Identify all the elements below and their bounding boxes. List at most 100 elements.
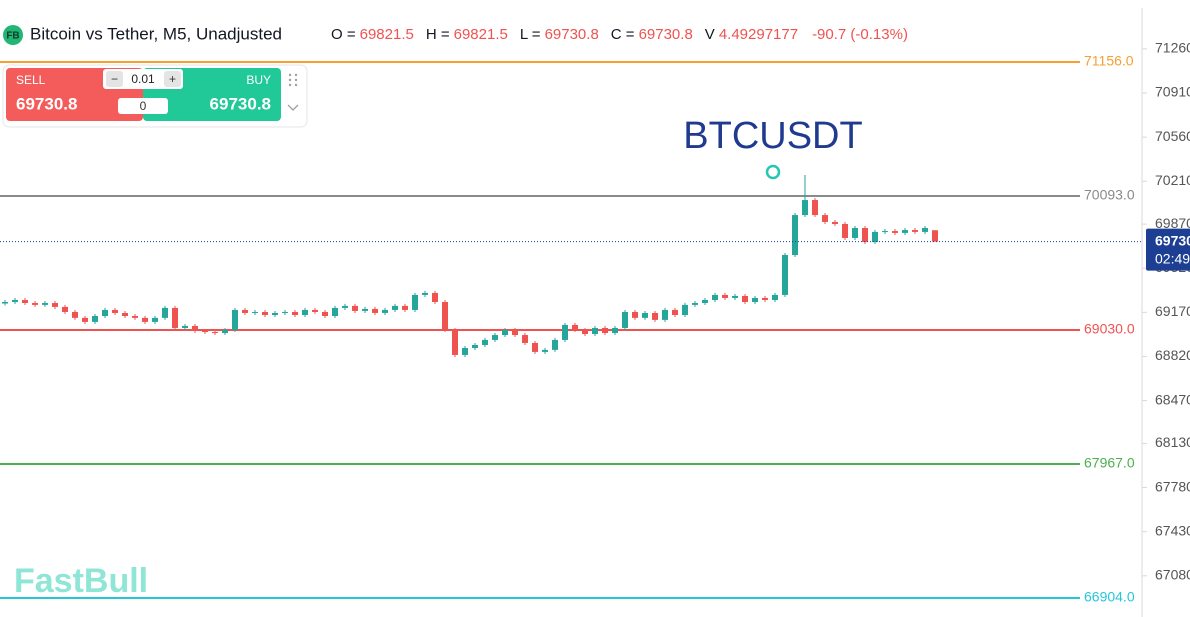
candle-body: [212, 332, 218, 334]
y-tick-label: 69170: [1155, 303, 1190, 319]
candle-body: [662, 309, 668, 320]
candle-body: [552, 339, 558, 350]
candle-body: [202, 330, 208, 333]
candle-body: [52, 303, 58, 307]
candle-body: [82, 317, 88, 322]
candle-body: [222, 329, 228, 334]
y-tick-label: 70210: [1155, 172, 1190, 188]
candle-body: [672, 309, 678, 315]
y-tick-label: 70910: [1155, 84, 1190, 100]
candle-body: [392, 305, 398, 310]
candle-body: [772, 294, 778, 300]
candle-body: [612, 327, 618, 334]
candle-body: [382, 309, 388, 313]
candle-body: [682, 304, 688, 315]
candle-body: [532, 342, 538, 352]
candle-body: [802, 200, 808, 216]
price-box: [1146, 228, 1190, 271]
candle-body: [602, 327, 608, 334]
legend-value: 69730.8: [545, 26, 599, 43]
sell-label: SELL: [16, 73, 46, 87]
icon-bg: [3, 25, 23, 45]
candle-body: [32, 303, 38, 305]
candle-body: [732, 295, 738, 298]
candle-body: [242, 309, 248, 313]
y-tick-label: 68130: [1155, 434, 1190, 450]
candle-body: [272, 312, 278, 315]
candle-body: [192, 325, 198, 331]
candle-body: [592, 327, 598, 335]
candle-body: [722, 294, 728, 298]
legend-value: 69821.5: [360, 26, 414, 43]
candle-body: [472, 344, 478, 349]
candle-body: [322, 311, 328, 316]
plus-button[interactable]: [164, 71, 181, 87]
level-label: 69030.0: [1084, 321, 1135, 337]
candle-body: [102, 309, 108, 316]
candle-body: [622, 311, 628, 328]
legend-label: C =: [611, 26, 635, 43]
y-tick-label: 68470: [1155, 391, 1190, 407]
collapse-chevron[interactable]: [287, 104, 299, 111]
candle-body: [652, 312, 658, 320]
candle-body: [112, 309, 118, 313]
candle-body: [352, 305, 358, 311]
candle-body: [372, 308, 378, 313]
candle-body: [62, 306, 68, 312]
buy-label: BUY: [246, 73, 271, 87]
candle-body: [412, 294, 418, 310]
candle-body: [422, 292, 428, 295]
candle-body: [462, 348, 468, 355]
candle-body: [2, 302, 8, 304]
quantity: 0.01: [131, 72, 155, 86]
candle-body: [12, 299, 18, 303]
candle-body: [812, 200, 818, 216]
candle-body: [142, 317, 148, 322]
candle-body: [492, 335, 498, 340]
candle-body: [912, 230, 918, 232]
candle-body: [832, 221, 838, 224]
candle-body: [582, 329, 588, 335]
candle-body: [172, 307, 178, 328]
legend-label: V: [705, 26, 715, 43]
candle-body: [432, 292, 438, 303]
candle-body: [642, 312, 648, 318]
sell-price: 69730.8: [16, 94, 77, 113]
annotation: BTCUSDT: [683, 115, 862, 157]
candle-body: [572, 324, 578, 330]
candle-body: [892, 231, 898, 233]
y-tick-label: 69870: [1155, 215, 1190, 231]
candle-body: [852, 228, 858, 238]
candle-body: [482, 339, 488, 345]
input-box[interactable]: [118, 98, 168, 114]
candle-body: [702, 299, 708, 304]
countdown: 02:49: [1155, 250, 1190, 266]
candle-body: [402, 305, 408, 310]
y-tick-label: 67780: [1155, 478, 1190, 494]
candle-body: [792, 215, 798, 255]
instrument-title: Bitcoin vs Tether, M5, Unadjusted: [30, 24, 282, 43]
candle-body: [882, 231, 888, 233]
candle-body: [302, 309, 308, 315]
candle-body: [712, 294, 718, 300]
icon-text: FB: [6, 31, 19, 42]
minus-text: −: [111, 72, 118, 86]
minus-button[interactable]: [106, 71, 123, 87]
candle-body: [762, 297, 768, 300]
annotation-marker: [765, 164, 781, 180]
candle-body: [292, 311, 298, 315]
candle-body: [842, 223, 848, 238]
price-box-value: 69730.8: [1155, 232, 1190, 248]
candle-body: [132, 315, 138, 318]
drag-handle[interactable]: [288, 73, 298, 87]
candle-body: [752, 297, 758, 303]
candle-body: [512, 329, 518, 336]
candle-body: [362, 308, 368, 311]
candle-body: [742, 295, 748, 303]
level-label: 71156.0: [1084, 53, 1134, 69]
plus-text: +: [169, 72, 176, 86]
candle-body: [452, 329, 458, 355]
legend-label: L =: [520, 26, 541, 43]
level-label: 66904.0: [1084, 589, 1135, 605]
